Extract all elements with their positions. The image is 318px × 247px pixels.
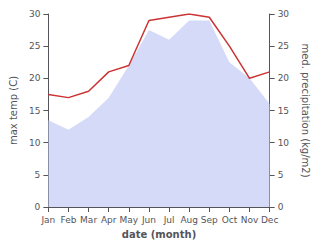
svg-text:20: 20	[29, 73, 41, 83]
svg-text:15: 15	[278, 106, 289, 116]
svg-text:5: 5	[278, 170, 284, 180]
svg-text:0: 0	[35, 202, 41, 212]
svg-text:10: 10	[278, 138, 290, 148]
svg-text:date (month): date (month)	[122, 229, 196, 240]
svg-text:Sep: Sep	[201, 215, 218, 225]
svg-text:Jan: Jan	[40, 215, 55, 225]
svg-text:May: May	[120, 215, 139, 225]
svg-text:10: 10	[29, 138, 41, 148]
svg-text:25: 25	[29, 41, 40, 51]
svg-text:max temp (C): max temp (C)	[8, 76, 19, 145]
svg-text:30: 30	[29, 9, 41, 19]
svg-text:Aug: Aug	[180, 215, 198, 225]
svg-text:Jun: Jun	[141, 215, 156, 225]
svg-text:0: 0	[278, 202, 284, 212]
svg-text:20: 20	[278, 73, 290, 83]
svg-text:Dec: Dec	[261, 215, 278, 225]
svg-text:25: 25	[278, 41, 289, 51]
svg-text:Apr: Apr	[101, 215, 117, 225]
svg-text:15: 15	[29, 106, 40, 116]
svg-text:Jul: Jul	[163, 215, 175, 225]
svg-text:Oct: Oct	[222, 215, 238, 225]
svg-text:Nov: Nov	[241, 215, 259, 225]
svg-text:30: 30	[278, 9, 290, 19]
svg-text:Feb: Feb	[61, 215, 77, 225]
svg-text:Mar: Mar	[80, 215, 97, 225]
svg-text:5: 5	[35, 170, 41, 180]
svg-text:med. precipitation (kg/m2): med. precipitation (kg/m2)	[300, 43, 311, 177]
